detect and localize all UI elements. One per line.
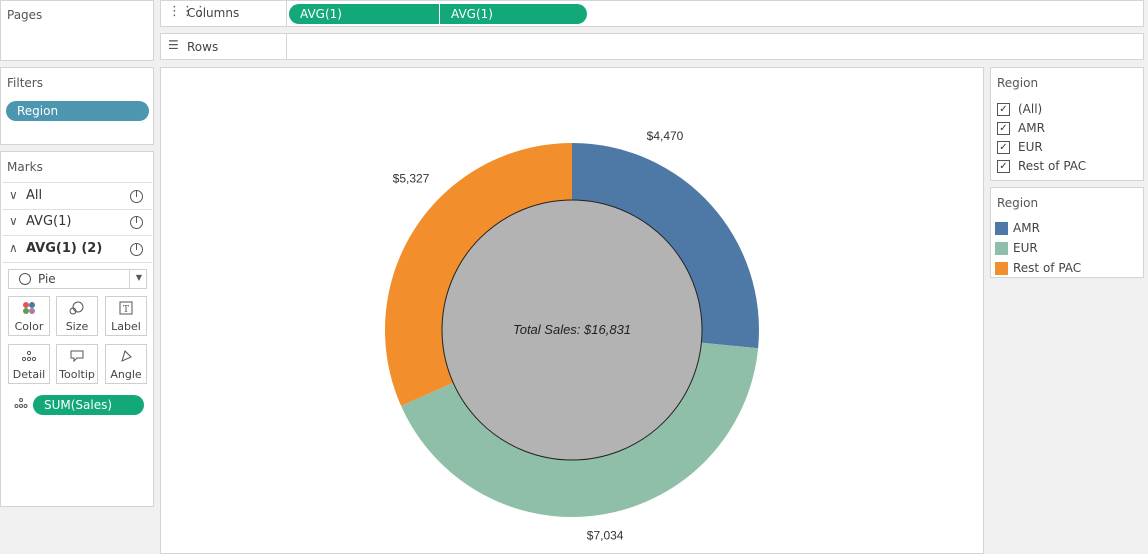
columns-shelf[interactable]: ⋮⋮⋮ Columns AVG(1) AVG(1) [160, 0, 1144, 27]
marks-title: Marks [7, 160, 43, 174]
legend-swatch [995, 262, 1008, 275]
pie-icon [19, 273, 31, 285]
donut-chart: Total Sales: $16,831 $4,470 $7,034 $5,327 [385, 129, 759, 542]
chevron-down-icon: ∨ [9, 188, 18, 202]
pie-icon [130, 216, 143, 229]
columns-icon: ⋮⋮⋮ [168, 4, 207, 19]
rows-label: Rows [187, 40, 219, 54]
donut-center [441, 199, 703, 461]
columns-pill-avg1[interactable]: AVG(1) [289, 4, 439, 24]
rows-icon: ☰ [168, 38, 179, 52]
tooltip-card-label: Tooltip [59, 368, 95, 381]
legend-item-label: Rest of PAC [1013, 261, 1082, 275]
legend-item-label: EUR [1013, 241, 1038, 255]
legend-swatch [995, 242, 1008, 255]
detail-card[interactable]: Detail [8, 344, 50, 384]
detail-card-label: Detail [12, 368, 46, 381]
label-card-label: Label [111, 320, 141, 333]
filter-item-label: EUR [1018, 140, 1043, 154]
mark-type-dropdown[interactable]: Pie ▼ [8, 269, 147, 289]
shelf-divider [286, 34, 287, 59]
pages-panel: Pages [0, 0, 154, 61]
chevron-down-icon: ∨ [9, 214, 18, 228]
checkbox-checked-icon[interactable]: ✓ [997, 141, 1010, 154]
data-label-eur: $7,034 [587, 528, 624, 542]
legend-swatch [995, 222, 1008, 235]
filters-title: Filters [7, 76, 43, 90]
angle-card[interactable]: Angle [105, 344, 147, 384]
marks-panel: Marks ∨ All ∨ AVG(1) ∧ AVG(1) (2) Pie ▼ … [0, 151, 154, 507]
region-legend-title: Region [997, 196, 1039, 210]
pie-icon [130, 190, 143, 203]
detail-pill-sum-sales[interactable]: SUM(Sales) [33, 395, 144, 415]
color-card[interactable]: Color [8, 296, 50, 336]
filter-item-label: (All) [1018, 102, 1043, 116]
size-icon [57, 301, 97, 319]
region-legend-card: Region AMR EUR Rest of PAC [990, 187, 1144, 278]
pages-title: Pages [7, 8, 43, 22]
columns-pill-avg1-2[interactable]: AVG(1) [439, 4, 587, 24]
size-card[interactable]: Size [56, 296, 98, 336]
filters-panel: Filters Region [0, 67, 154, 145]
data-label-rest-of-pac: $5,327 [393, 172, 430, 186]
chevron-down-icon: ▼ [135, 273, 142, 282]
rows-shelf[interactable]: ☰ Rows [160, 33, 1144, 60]
legend-item-label: AMR [1013, 221, 1040, 235]
marks-layer-all[interactable]: ∨ All [2, 182, 152, 210]
filter-pill-region[interactable]: Region [6, 101, 149, 121]
label-card[interactable]: T Label [105, 296, 147, 336]
label-icon: T [106, 301, 146, 319]
columns-label: Columns [187, 6, 240, 20]
angle-icon [106, 349, 146, 367]
region-filter-card: Region ✓ (All) ✓ AMR ✓ EUR ✓ Rest of PAC [990, 67, 1144, 181]
chevron-up-icon: ∧ [9, 241, 18, 255]
region-filter-title: Region [997, 76, 1039, 90]
pie-icon [130, 243, 143, 256]
detail-icon [14, 397, 28, 412]
angle-card-label: Angle [110, 368, 142, 381]
tooltip-card[interactable]: Tooltip [56, 344, 98, 384]
filter-item-label: AMR [1018, 121, 1045, 135]
filter-item-label: Rest of PAC [1018, 159, 1087, 173]
center-label: Total Sales: $16,831 [513, 322, 631, 337]
marks-layer-label: AVG(1) [26, 214, 72, 229]
chart-area: Total Sales: $16,831 $4,470 $7,034 $5,327 [160, 67, 984, 554]
shelf-divider [286, 1, 287, 26]
marks-layer-label: AVG(1) (2) [26, 241, 103, 256]
checkbox-checked-icon[interactable]: ✓ [997, 103, 1010, 116]
marks-layer-avg1-2[interactable]: ∧ AVG(1) (2) [2, 236, 152, 263]
tooltip-icon [57, 349, 97, 367]
svg-text:T: T [123, 305, 129, 315]
marks-layer-avg1[interactable]: ∨ AVG(1) [2, 209, 152, 236]
color-card-label: Color [14, 320, 44, 333]
size-card-label: Size [65, 320, 89, 333]
data-label-amr: $4,470 [647, 129, 684, 143]
dropdown-divider [129, 270, 130, 288]
mark-type-value: Pie [38, 272, 56, 286]
marks-layer-label: All [26, 188, 43, 203]
color-icon [9, 301, 49, 319]
detail-icon [9, 349, 49, 367]
checkbox-checked-icon[interactable]: ✓ [997, 160, 1010, 173]
checkbox-checked-icon[interactable]: ✓ [997, 122, 1010, 135]
